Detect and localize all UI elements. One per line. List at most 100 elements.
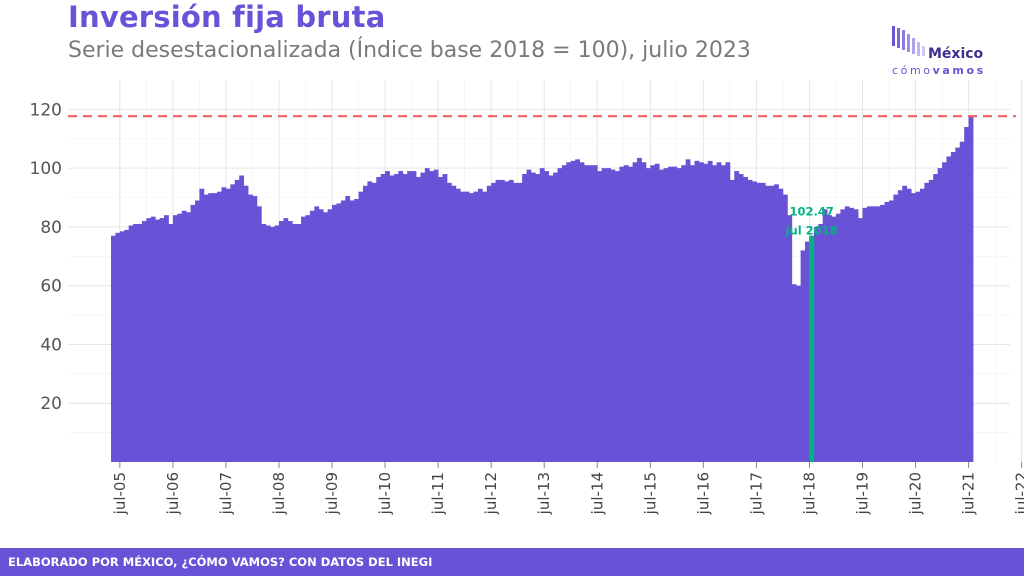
bar (398, 171, 404, 463)
bar (301, 216, 306, 462)
bar (614, 171, 620, 463)
bar (150, 216, 156, 462)
bar (517, 182, 523, 462)
bar (407, 171, 412, 463)
bar (451, 185, 457, 463)
bar (256, 206, 262, 462)
bar (623, 165, 629, 462)
x-tick-label: jul-21 (960, 472, 978, 515)
bar (694, 160, 700, 463)
bar (645, 168, 651, 462)
bar (530, 172, 536, 463)
x-tick-label: jul-12 (482, 472, 500, 515)
chart-title: Inversión fija bruta (68, 0, 386, 34)
y-tick-label: 80 (40, 218, 62, 238)
bar (968, 116, 974, 462)
bar (358, 191, 364, 462)
bar (345, 196, 351, 463)
y-tick-label: 120 (30, 100, 62, 120)
bar (738, 174, 744, 462)
bar (592, 165, 598, 462)
bar (760, 182, 766, 462)
bar (318, 209, 324, 462)
bar (133, 223, 138, 462)
bar (314, 206, 320, 462)
bar (676, 168, 682, 462)
bar (252, 196, 258, 463)
bar (371, 182, 377, 462)
bar (513, 182, 519, 462)
bar (221, 187, 227, 462)
bar (292, 223, 298, 462)
bar (486, 185, 492, 463)
footer-bar: ELABORADO POR MÉXICO, ¿CÓMO VAMOS? CON D… (0, 548, 1024, 576)
bar (239, 175, 245, 462)
logo-tag-suffix: vamos (932, 64, 986, 77)
bar (583, 165, 589, 462)
bar (902, 185, 908, 463)
bar (729, 179, 735, 462)
bar (416, 176, 421, 462)
bar (827, 215, 832, 462)
bar (897, 190, 903, 462)
bar (840, 209, 846, 462)
bar (831, 216, 837, 462)
bar (884, 201, 890, 462)
bar (274, 225, 280, 462)
bar (915, 191, 921, 462)
bar (186, 212, 191, 462)
bar (946, 156, 952, 462)
bar (650, 165, 656, 462)
bar (243, 185, 249, 463)
footer-source: ELABORADO POR MÉXICO, ¿CÓMO VAMOS? CON D… (8, 555, 433, 569)
bar (933, 174, 939, 462)
bar (380, 174, 386, 462)
bar (844, 206, 850, 462)
x-tick-label: jul-10 (376, 472, 394, 515)
bar (822, 209, 828, 462)
bar (491, 182, 496, 462)
highlight-bar-reference (809, 235, 815, 462)
bar (628, 166, 634, 462)
bar (778, 188, 784, 462)
bar (402, 174, 408, 462)
bar (787, 215, 793, 462)
bar (588, 165, 594, 462)
bar (919, 188, 925, 462)
bar (119, 231, 125, 462)
bar (420, 172, 426, 463)
chart-bars (111, 116, 974, 463)
x-tick-label: jul-08 (270, 472, 288, 515)
bar (747, 179, 753, 462)
bar (619, 166, 625, 462)
bar (632, 162, 638, 462)
bar (769, 185, 775, 463)
bar (336, 203, 342, 462)
bar (681, 165, 687, 462)
bar (765, 185, 771, 463)
bar (866, 206, 872, 462)
bar (309, 210, 315, 462)
bar (283, 218, 289, 462)
bar (469, 193, 474, 462)
bar (544, 171, 550, 463)
logo-tag-prefix: cómo (892, 64, 933, 77)
bar (128, 225, 134, 462)
x-tick-label: jul-07 (217, 472, 235, 515)
annotation-value: 102.47 (789, 205, 833, 219)
bar (862, 207, 868, 462)
bar (146, 218, 152, 462)
bar (667, 166, 673, 462)
bar (698, 162, 704, 462)
bar (212, 193, 218, 462)
bar (230, 184, 236, 463)
x-axis: jul-05 jul-06 jul-07 jul-08 jul-09 jul-10 jul-… (111, 462, 1024, 515)
y-tick-label: 60 (40, 277, 62, 297)
bar (800, 250, 806, 462)
bar (924, 182, 930, 462)
bar (774, 184, 779, 463)
bar (389, 175, 395, 462)
bar (601, 168, 607, 462)
logo-tag: cómovamos (892, 64, 986, 77)
bar (743, 176, 748, 462)
